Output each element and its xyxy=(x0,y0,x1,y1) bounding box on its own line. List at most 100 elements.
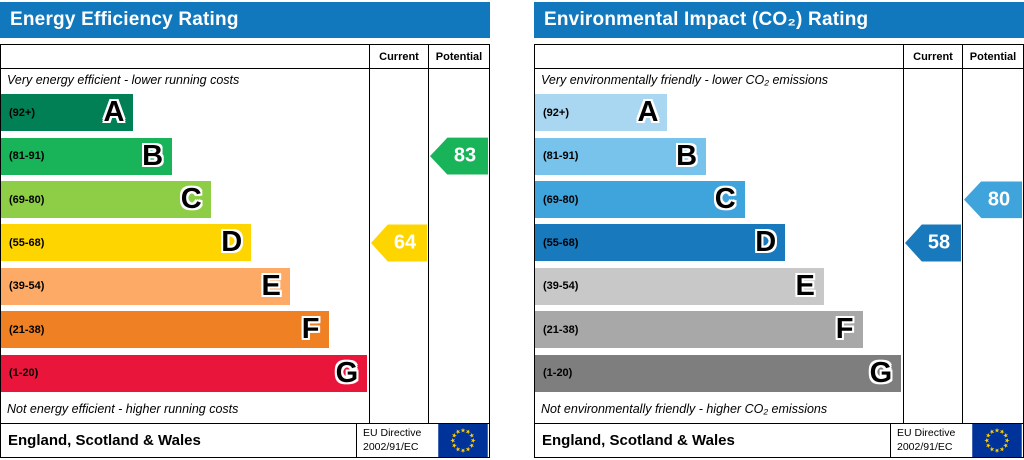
band-d-bar: (55-68) D xyxy=(1,224,252,262)
current-rating-arrow: 64 xyxy=(371,224,427,262)
band-range-label: (21-38) xyxy=(543,323,579,336)
panel-footer: England, Scotland & Wales EU Directive 2… xyxy=(1,423,489,457)
band-row: (81-91) B xyxy=(535,134,903,177)
potential-rating-value: 83 xyxy=(453,144,477,167)
band-letter: A xyxy=(637,96,659,129)
current-column-header: Current xyxy=(370,45,428,69)
band-row: (81-91) B xyxy=(1,134,369,177)
eu-flag-icon xyxy=(438,424,488,457)
potential-column: Potential 80 xyxy=(962,45,1023,423)
panel-title: Energy Efficiency Rating xyxy=(10,9,239,30)
current-rating-value: 58 xyxy=(927,231,951,254)
potential-column-header: Potential xyxy=(429,45,489,69)
band-letter: F xyxy=(301,313,320,346)
band-letter: E xyxy=(795,269,815,302)
bands-column: Very energy efficient - lower running co… xyxy=(1,45,369,423)
band-letter: C xyxy=(180,183,202,216)
region-label: England, Scotland & Wales xyxy=(542,432,735,449)
current-rating-value: 64 xyxy=(393,231,417,254)
band-range-label: (55-68) xyxy=(9,236,45,249)
eu-flag-icon xyxy=(972,424,1022,457)
potential-rating-arrow: 83 xyxy=(430,137,488,175)
potential-arrow-zone: 80 xyxy=(963,91,1023,395)
bands-column: Very environmentally friendly - lower CO… xyxy=(535,45,903,423)
band-f-bar: (21-38) F xyxy=(535,311,863,349)
band-row: (69-80) C xyxy=(1,178,369,221)
band-range-label: (21-38) xyxy=(9,323,45,336)
band-range-label: (92+) xyxy=(9,106,35,119)
energy-rating-table: Very energy efficient - lower running co… xyxy=(0,44,490,458)
band-c-bar: (69-80) C xyxy=(535,181,745,219)
current-column-header: Current xyxy=(904,45,962,69)
band-range-label: (92+) xyxy=(543,106,569,119)
rating-bands: (92+) A (81-91) B (69-80 xyxy=(535,91,903,395)
band-g-bar: (1-20) G xyxy=(535,354,902,392)
band-letter: B xyxy=(676,139,698,172)
band-letter: D xyxy=(221,226,243,259)
eu-directive-line1: EU Directive xyxy=(897,427,956,440)
band-row: (92+) A xyxy=(1,91,369,134)
panel-footer: England, Scotland & Wales EU Directive 2… xyxy=(535,423,1023,457)
band-letter: F xyxy=(835,313,854,346)
band-range-label: (69-80) xyxy=(9,193,45,206)
band-c-bar: (69-80) C xyxy=(1,181,211,219)
band-a-bar: (92+) A xyxy=(535,94,668,132)
band-row: (1-20) G xyxy=(1,352,369,395)
potential-column: Potential 83 xyxy=(428,45,489,423)
band-row: (39-54) E xyxy=(535,265,903,308)
potential-rating-arrow: 80 xyxy=(964,181,1022,219)
band-b-bar: (81-91) B xyxy=(535,137,707,175)
band-letter: C xyxy=(714,183,736,216)
band-row: (39-54) E xyxy=(1,265,369,308)
eu-directive-line2: 2002/91/EC xyxy=(897,440,953,453)
band-row: (92+) A xyxy=(535,91,903,134)
region-label: England, Scotland & Wales xyxy=(8,432,201,449)
band-g-bar: (1-20) G xyxy=(1,354,368,392)
eu-directive-label: EU Directive 2002/91/EC xyxy=(356,424,438,457)
band-range-label: (69-80) xyxy=(543,193,579,206)
top-note: Very environmentally friendly - lower CO… xyxy=(541,73,829,87)
bottom-note: Not energy efficient - higher running co… xyxy=(7,402,239,416)
band-e-bar: (39-54) E xyxy=(1,267,290,305)
current-arrow-zone: 64 xyxy=(370,91,428,395)
band-range-label: (1-20) xyxy=(9,367,39,380)
band-row: (69-80) C xyxy=(535,178,903,221)
header-spacer-cell xyxy=(535,45,903,69)
current-arrow-zone: 58 xyxy=(904,91,962,395)
band-range-label: (55-68) xyxy=(543,236,579,249)
band-letter: D xyxy=(755,226,777,259)
current-column: Current 64 xyxy=(369,45,428,423)
eu-directive-label: EU Directive 2002/91/EC xyxy=(890,424,972,457)
top-note: Very energy efficient - lower running co… xyxy=(7,73,240,87)
co2-panel-header: Environmental Impact (CO₂) Rating xyxy=(534,2,1024,38)
band-letter: A xyxy=(103,96,125,129)
band-row: (55-68) D xyxy=(1,221,369,264)
band-b-bar: (81-91) B xyxy=(1,137,173,175)
energy-efficiency-panel: Energy Efficiency Rating Very energy eff… xyxy=(0,2,490,458)
band-e-bar: (39-54) E xyxy=(535,267,824,305)
eu-directive-line1: EU Directive xyxy=(363,427,422,440)
eu-directive-line2: 2002/91/EC xyxy=(363,440,419,453)
environmental-impact-panel: Environmental Impact (CO₂) Rating Very e… xyxy=(534,2,1024,458)
band-row: (21-38) F xyxy=(535,308,903,351)
bottom-note: Not environmentally friendly - higher CO… xyxy=(541,402,828,416)
potential-rating-value: 80 xyxy=(987,188,1011,211)
potential-column-header: Potential xyxy=(963,45,1023,69)
band-range-label: (1-20) xyxy=(543,367,573,380)
energy-panel-header: Energy Efficiency Rating xyxy=(0,2,490,38)
band-a-bar: (92+) A xyxy=(1,94,134,132)
band-row: (21-38) F xyxy=(1,308,369,351)
rating-bands: (92+) A (81-91) B (69-80 xyxy=(1,91,369,395)
band-letter: E xyxy=(261,269,281,302)
band-range-label: (39-54) xyxy=(9,280,45,293)
panel-title: Environmental Impact (CO₂) Rating xyxy=(544,9,869,30)
band-letter: G xyxy=(335,356,359,389)
band-range-label: (39-54) xyxy=(543,280,579,293)
potential-arrow-zone: 83 xyxy=(429,91,489,395)
band-letter: G xyxy=(869,356,893,389)
band-range-label: (81-91) xyxy=(543,150,579,163)
band-d-bar: (55-68) D xyxy=(535,224,786,262)
band-letter: B xyxy=(142,139,164,172)
header-spacer-cell xyxy=(1,45,369,69)
